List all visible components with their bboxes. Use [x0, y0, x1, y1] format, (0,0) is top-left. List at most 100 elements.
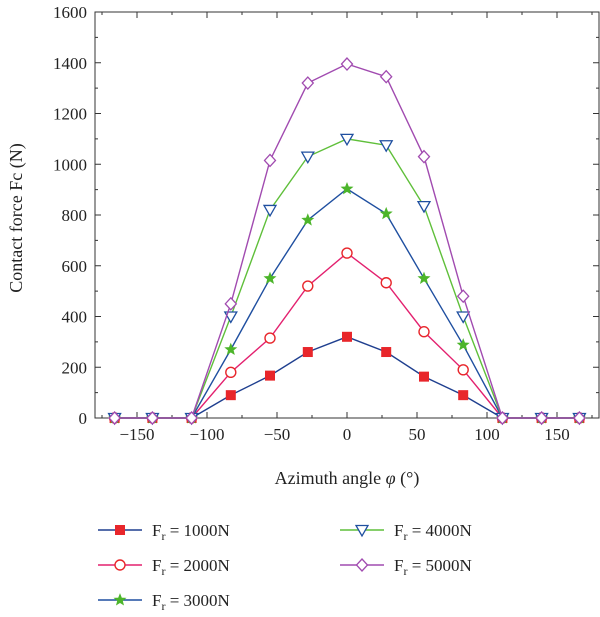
y-tick-label: 1200 [53, 105, 87, 124]
data-point [380, 277, 392, 289]
x-tick-label: −100 [189, 425, 224, 444]
data-point [302, 347, 313, 358]
y-tick-label: 1600 [53, 3, 87, 22]
x-axis-title-main: Azimuth angle [275, 468, 386, 488]
data-point [419, 371, 429, 382]
data-point [457, 364, 469, 376]
series-layer [107, 57, 587, 426]
series-line [114, 63, 580, 419]
data-point [263, 271, 277, 284]
legend-item-4: Fr = 4000N [340, 521, 472, 543]
y-tick-label: 800 [62, 206, 88, 225]
data-point [225, 366, 237, 379]
legend-label: Fr = 4000N [394, 521, 472, 543]
data-point [535, 411, 548, 425]
data-point [301, 213, 315, 226]
legend-item-1: Fr = 1000N [98, 521, 230, 543]
x-tick-label: 150 [544, 425, 570, 444]
data-point [573, 411, 586, 425]
x-tick-label: 0 [343, 425, 352, 444]
y-tick-label: 400 [62, 308, 88, 327]
x-tick-label: 50 [409, 425, 426, 444]
data-point [456, 311, 471, 324]
legend-label-subscript: r [161, 599, 165, 613]
legend-label: Fr = 2000N [152, 556, 230, 578]
series-line [114, 138, 580, 419]
legend-label-subscript: r [403, 564, 407, 578]
data-point [340, 57, 354, 71]
plot-border [94, 11, 600, 419]
data-point [264, 332, 276, 344]
legend-item-2: Fr = 2000N [98, 556, 230, 578]
legend-label-suffix: = 4000N [407, 521, 471, 540]
data-point [458, 390, 469, 401]
data-point [379, 206, 393, 220]
data-point [225, 390, 236, 401]
y-tick-label: 600 [62, 257, 88, 276]
data-point [300, 151, 315, 164]
legend-label: Fr = 5000N [394, 556, 472, 578]
legend-label-prefix: F [152, 521, 161, 540]
y-tick-label: 1000 [53, 155, 87, 174]
data-point [224, 296, 238, 311]
data-point [265, 370, 275, 381]
legend-label-suffix: = 5000N [407, 556, 471, 575]
x-axis-title-symbol: φ [386, 468, 396, 488]
data-point [456, 338, 470, 351]
series-line [114, 336, 580, 419]
data-point [496, 411, 509, 425]
x-axis-title-unit: (°) [396, 468, 420, 489]
legend-label-prefix: F [152, 591, 161, 610]
legend-marker [354, 524, 370, 538]
series-4 [107, 133, 587, 426]
plot-frame [94, 11, 600, 419]
data-point [341, 247, 353, 259]
y-tick-label: 1400 [53, 54, 87, 73]
data-point [185, 411, 198, 425]
data-point [340, 182, 354, 195]
x-axis: −150 −100 −50 0 50 100 150 [101, 12, 593, 444]
legend-label-prefix: F [394, 556, 403, 575]
data-point [417, 149, 431, 164]
data-point [302, 280, 314, 292]
legend-label-suffix: = 3000N [165, 591, 229, 610]
legend-label-prefix: F [152, 556, 161, 575]
series-3 [108, 182, 586, 424]
data-point [301, 76, 315, 91]
data-point [379, 140, 394, 153]
data-point [263, 153, 277, 168]
legend-marker [355, 558, 369, 572]
legend-label-prefix: F [394, 521, 403, 540]
legend-marker [113, 593, 127, 606]
data-point [417, 271, 431, 284]
legend-label-subscript: r [403, 529, 407, 543]
legend-marker [115, 525, 125, 535]
series-1 [109, 331, 585, 423]
y-axis: 0 200 400 600 800 1000 1200 1400 1600 [53, 3, 599, 428]
y-axis-title: Contact force Fc (N) [6, 143, 27, 292]
legend-label-subscript: r [161, 564, 165, 578]
series-5 [108, 57, 586, 425]
data-point [342, 331, 352, 342]
data-point [381, 347, 392, 358]
data-point [379, 69, 393, 84]
legend-label-suffix: = 2000N [165, 556, 229, 575]
data-point [146, 411, 159, 425]
legend-label-suffix: = 1000N [165, 521, 229, 540]
x-axis-title: Azimuth angle φ (°) [275, 468, 420, 489]
x-tick-label: 100 [474, 425, 500, 444]
data-point [416, 200, 432, 214]
y-tick-label: 200 [62, 358, 88, 377]
data-point [262, 204, 278, 218]
legend-label: Fr = 3000N [152, 591, 230, 613]
legend-marker [114, 559, 126, 571]
legend-label: Fr = 1000N [152, 521, 230, 543]
y-tick-label: 0 [79, 409, 88, 428]
data-point [108, 411, 121, 425]
legend-item-5: Fr = 5000N [340, 556, 472, 578]
series-line [114, 188, 580, 419]
x-tick-label: −50 [264, 425, 291, 444]
data-point [456, 289, 470, 304]
